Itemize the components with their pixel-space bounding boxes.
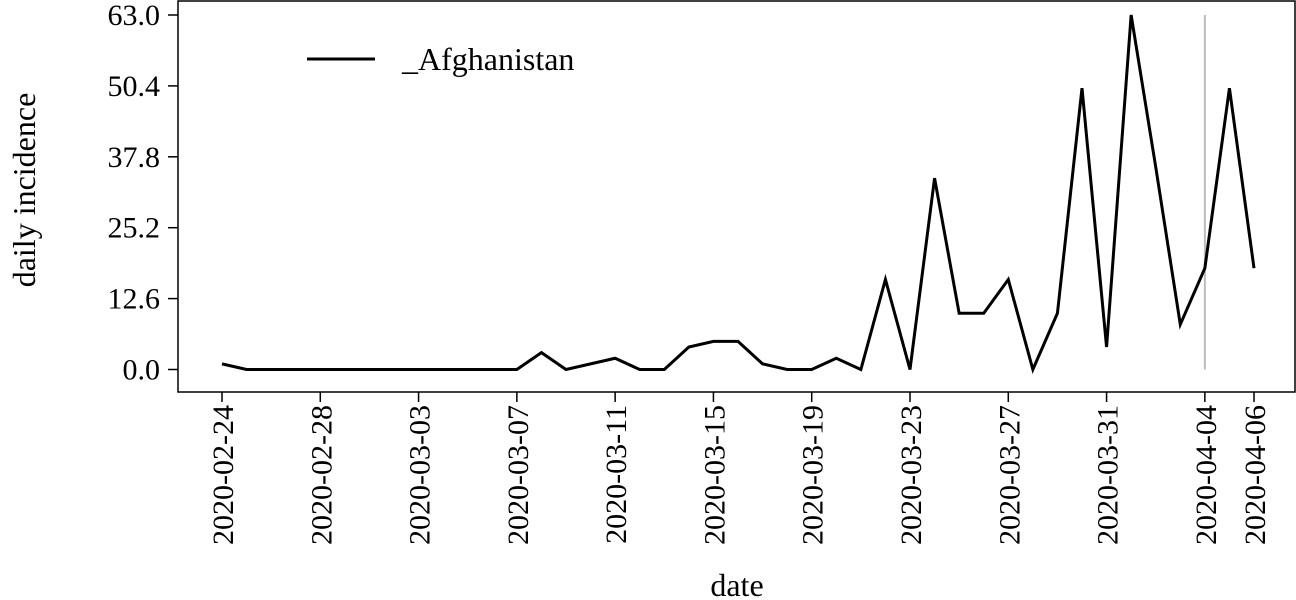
y-tick-label: 12.6	[108, 283, 161, 316]
y-tick-label: 63.0	[108, 0, 161, 32]
x-tick-label: 2020-04-06	[1239, 405, 1272, 545]
series-line-afghanistan	[221, 14, 1256, 374]
x-tick-label: 2020-03-23	[895, 405, 928, 545]
y-tick-label: 25.2	[108, 212, 161, 245]
x-tick-label: 2020-03-07	[502, 405, 535, 545]
x-tick-label: 2020-04-04	[1190, 405, 1223, 545]
y-tick-label: 0.0	[123, 354, 161, 387]
plot-frame	[177, 0, 1296, 393]
y-tick-label: 37.8	[108, 141, 161, 174]
x-axis-label: date	[710, 567, 763, 600]
x-tick-label: 2020-03-11	[600, 405, 633, 544]
x-tick-label: 2020-03-27	[993, 405, 1026, 545]
y-axis-label: daily incidence	[6, 93, 42, 288]
x-tick-label: 2020-03-15	[698, 405, 731, 545]
x-tick-label: 2020-02-28	[305, 405, 338, 545]
x-tick-label: 2020-02-24	[207, 405, 240, 545]
y-tick-label: 50.4	[108, 70, 161, 103]
legend: _Afghanistan	[307, 41, 574, 77]
legend-label: _Afghanistan	[401, 41, 574, 77]
x-axis: 2020-02-24 2020-02-28 2020-03-03 2020-03-07…	[207, 392, 1272, 545]
x-tick-label: 2020-03-31	[1092, 405, 1125, 545]
y-axis: 0.0 12.6 25.2 37.8 50.4 63.0	[108, 0, 178, 387]
x-tick-label: 2020-03-19	[797, 405, 830, 545]
x-tick-label: 2020-03-03	[404, 405, 437, 545]
